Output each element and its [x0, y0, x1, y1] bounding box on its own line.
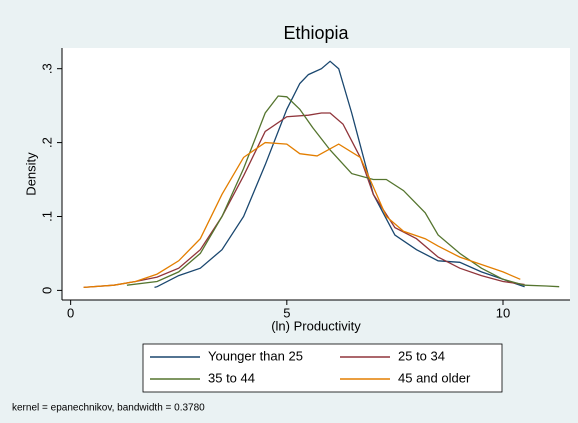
- plot-region: [62, 48, 570, 300]
- legend-label: 35 to 44: [208, 370, 255, 385]
- y-tick-label: .2: [39, 137, 54, 148]
- legend-label: 45 and older: [398, 370, 471, 385]
- y-axis-label: Density: [23, 152, 38, 196]
- y-tick-label: .3: [39, 63, 54, 74]
- density-line: [83, 112, 525, 289]
- y-tick-label: .1: [39, 211, 54, 222]
- density-line: [83, 141, 521, 289]
- legend: [142, 343, 503, 393]
- note: kernel = epanechnikov, bandwidth = 0.378…: [12, 403, 205, 414]
- density-line: [126, 95, 560, 288]
- chart-title: Ethiopia: [283, 23, 349, 43]
- x-axis-label: (ln) Productivity: [271, 318, 361, 333]
- x-tick-label: 5: [283, 305, 290, 320]
- y-tick-label: 0: [39, 287, 54, 294]
- density-line: [154, 60, 525, 289]
- x-tick-label: 10: [496, 305, 510, 320]
- x-tick-label: 0: [67, 305, 74, 320]
- legend-label: 25 to 34: [398, 348, 445, 363]
- legend-label: Younger than 25: [208, 348, 303, 363]
